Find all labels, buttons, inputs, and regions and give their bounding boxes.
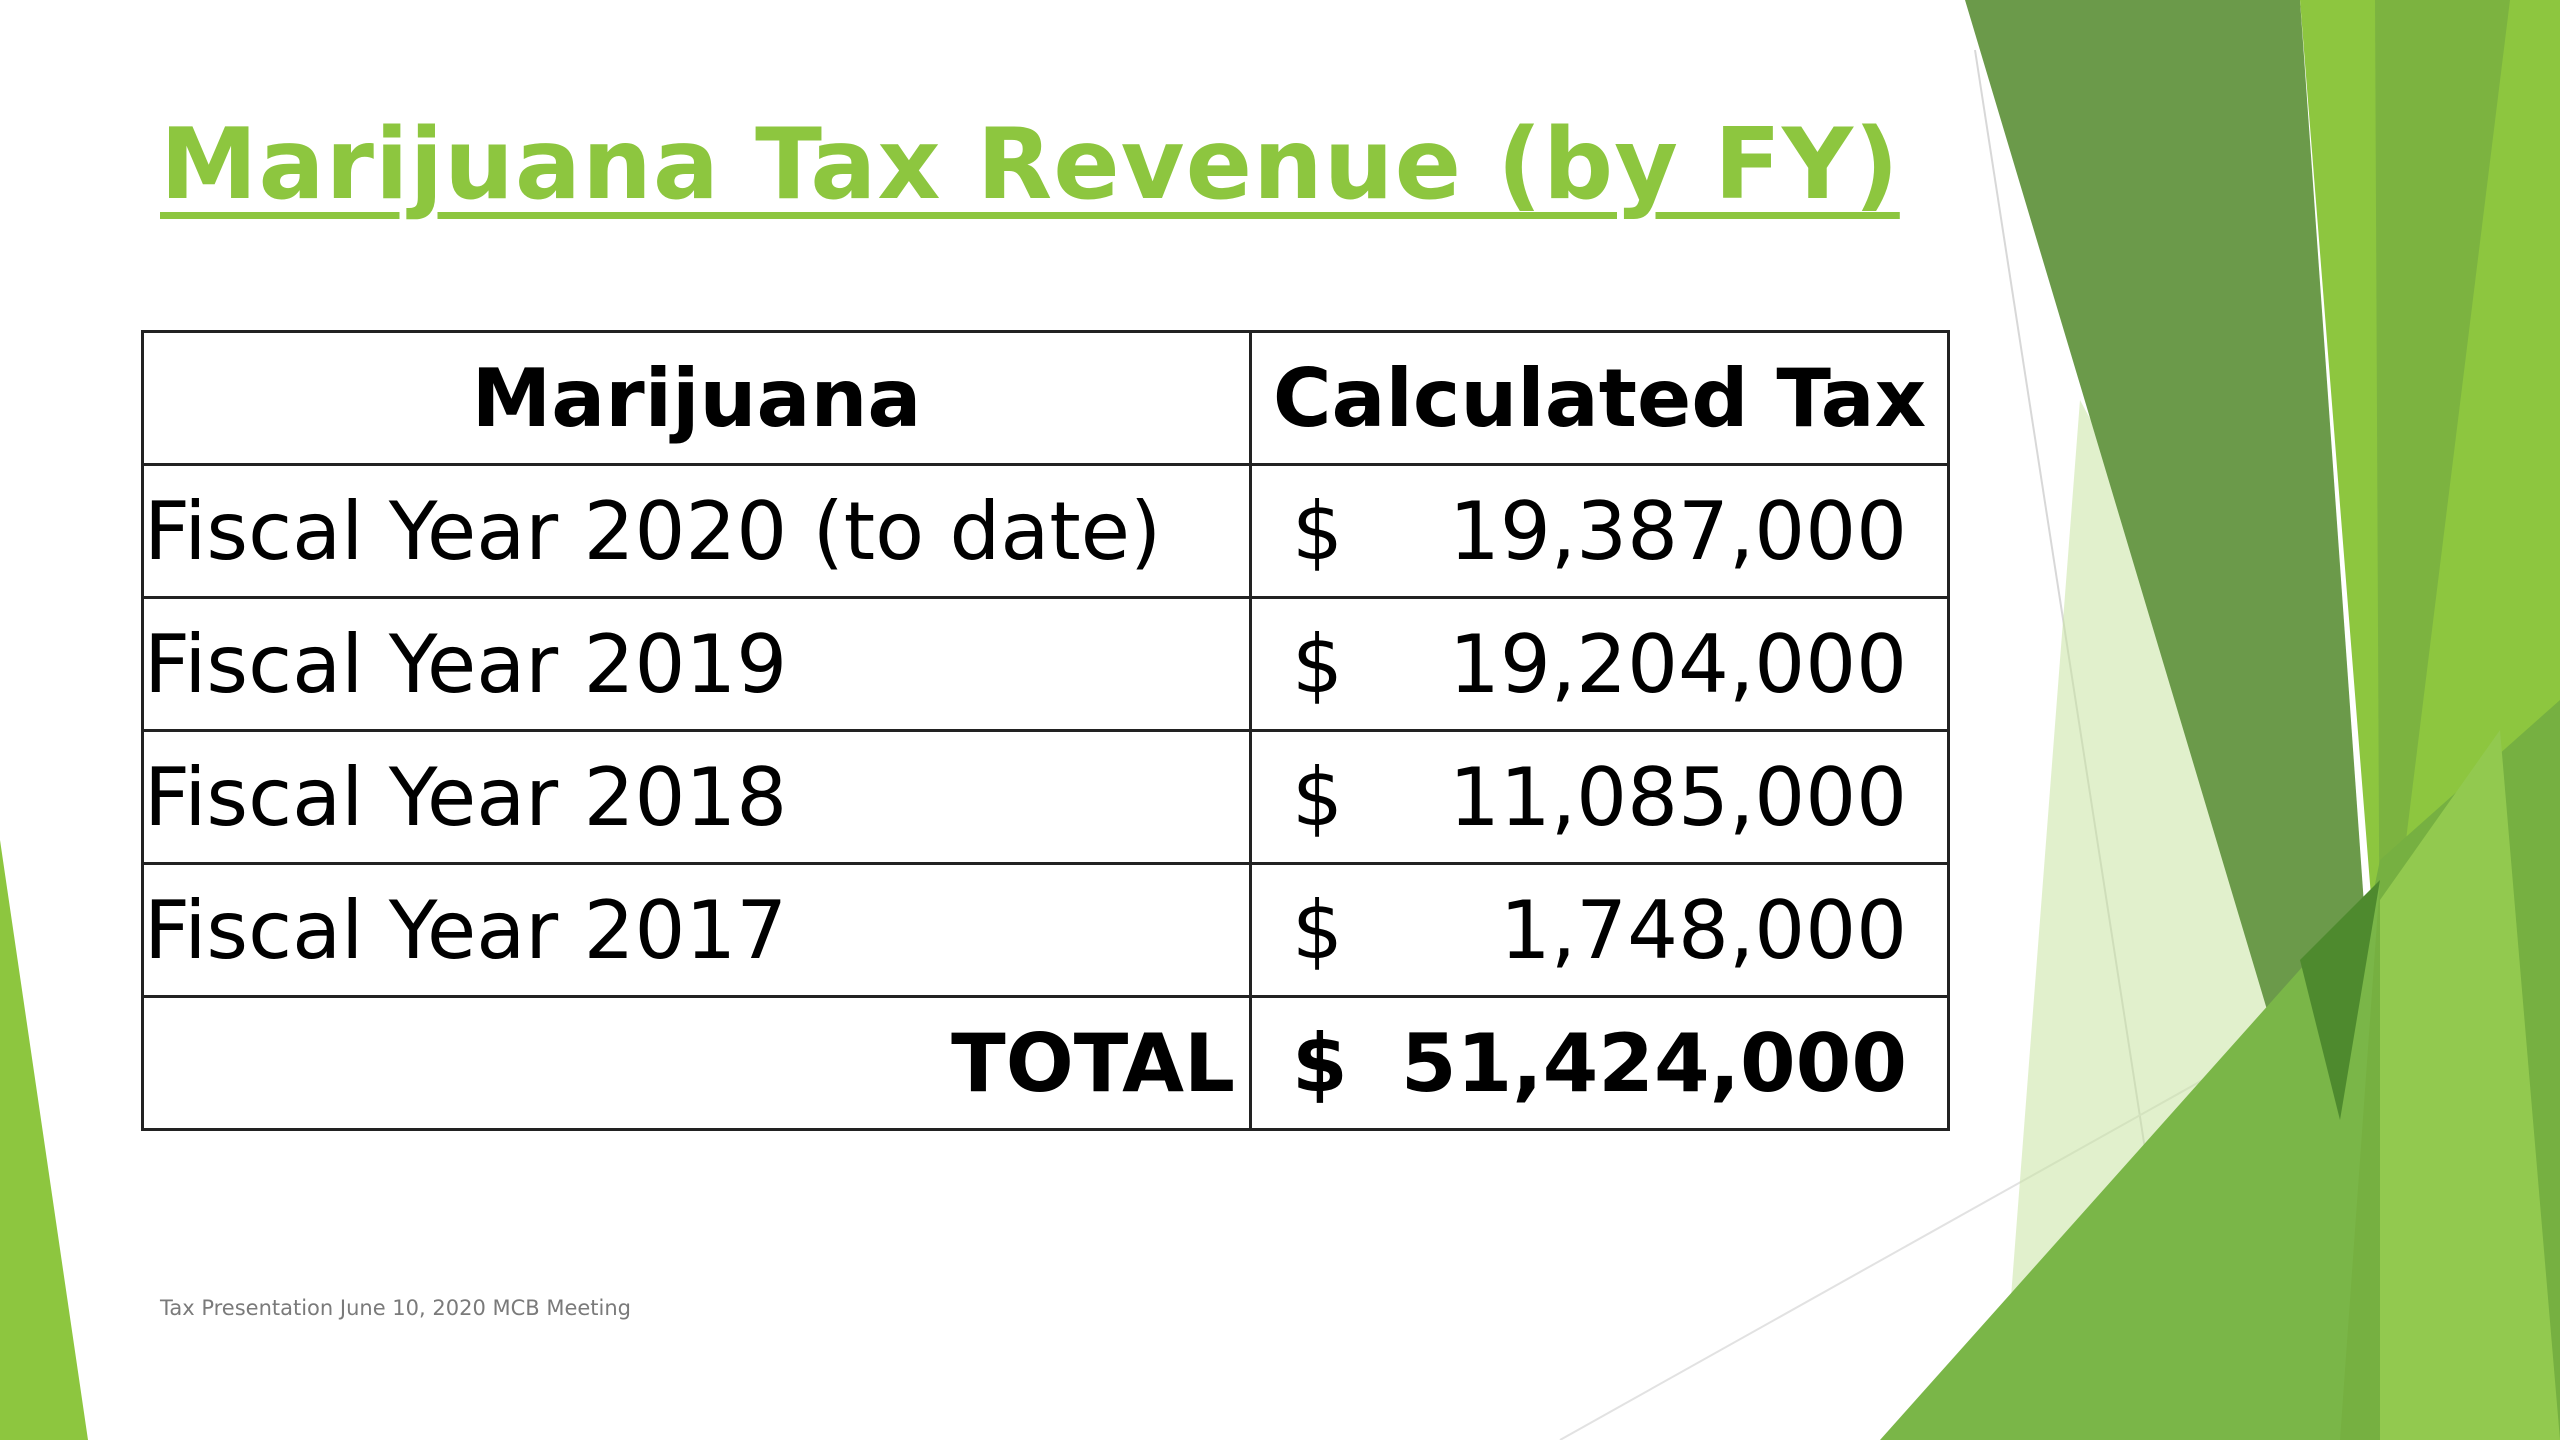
amount-value: 11,085,000 [1448, 750, 1907, 844]
row-label: Fiscal Year 2020 (to date) [141, 463, 1252, 599]
left-green-sliver [0, 840, 88, 1440]
table-total-row: TOTAL $ 51,424,000 [141, 995, 1950, 1131]
total-amount-cell: $ 51,424,000 [1249, 995, 1950, 1131]
row-label: Fiscal Year 2019 [141, 596, 1252, 732]
currency-symbol: $ [1292, 1016, 1348, 1110]
dark-green-band [1965, 0, 2375, 1120]
lower-bright-facet [1880, 880, 2380, 1440]
header-marijuana: Marijuana [141, 330, 1252, 466]
table-header-row: Marijuana Calculated Tax [141, 330, 1950, 466]
table-row: Fiscal Year 2020 (to date) $ 19,387,000 [141, 463, 1950, 599]
slide-title: Marijuana Tax Revenue (by FY) [160, 108, 1900, 222]
header-calculated-tax: Calculated Tax [1249, 330, 1950, 466]
currency-symbol: $ [1292, 617, 1343, 711]
row-amount-cell: $ 11,085,000 [1249, 729, 1950, 865]
row-label: Fiscal Year 2018 [141, 729, 1252, 865]
table-row: Fiscal Year 2018 $ 11,085,000 [141, 729, 1950, 865]
currency-symbol: $ [1292, 883, 1343, 977]
currency-symbol: $ [1292, 484, 1343, 578]
lower-dark-facet [2300, 880, 2380, 1120]
total-label: TOTAL [141, 995, 1252, 1131]
row-amount-cell: $ 19,387,000 [1249, 463, 1950, 599]
row-amount-cell: $ 1,748,000 [1249, 862, 1950, 998]
amount-value: 19,204,000 [1448, 617, 1907, 711]
row-label: Fiscal Year 2017 [141, 862, 1252, 998]
row-amount-cell: $ 19,204,000 [1249, 596, 1950, 732]
amount-value: 1,748,000 [1499, 883, 1907, 977]
amount-value: 19,387,000 [1448, 484, 1907, 578]
table-row: Fiscal Year 2017 $ 1,748,000 [141, 862, 1950, 998]
light-green-triangle [2000, 400, 2380, 1440]
currency-symbol: $ [1292, 750, 1343, 844]
table-row: Fiscal Year 2019 $ 19,204,000 [141, 596, 1950, 732]
slide-footer: Tax Presentation June 10, 2020 MCB Meeti… [160, 1296, 632, 1320]
total-amount-value: 51,424,000 [1400, 1016, 1907, 1110]
lower-light-facet [2380, 730, 2560, 1440]
mid-green-band [2375, 0, 2510, 1050]
tax-revenue-table: Marijuana Calculated Tax Fiscal Year 202… [141, 330, 1950, 1131]
